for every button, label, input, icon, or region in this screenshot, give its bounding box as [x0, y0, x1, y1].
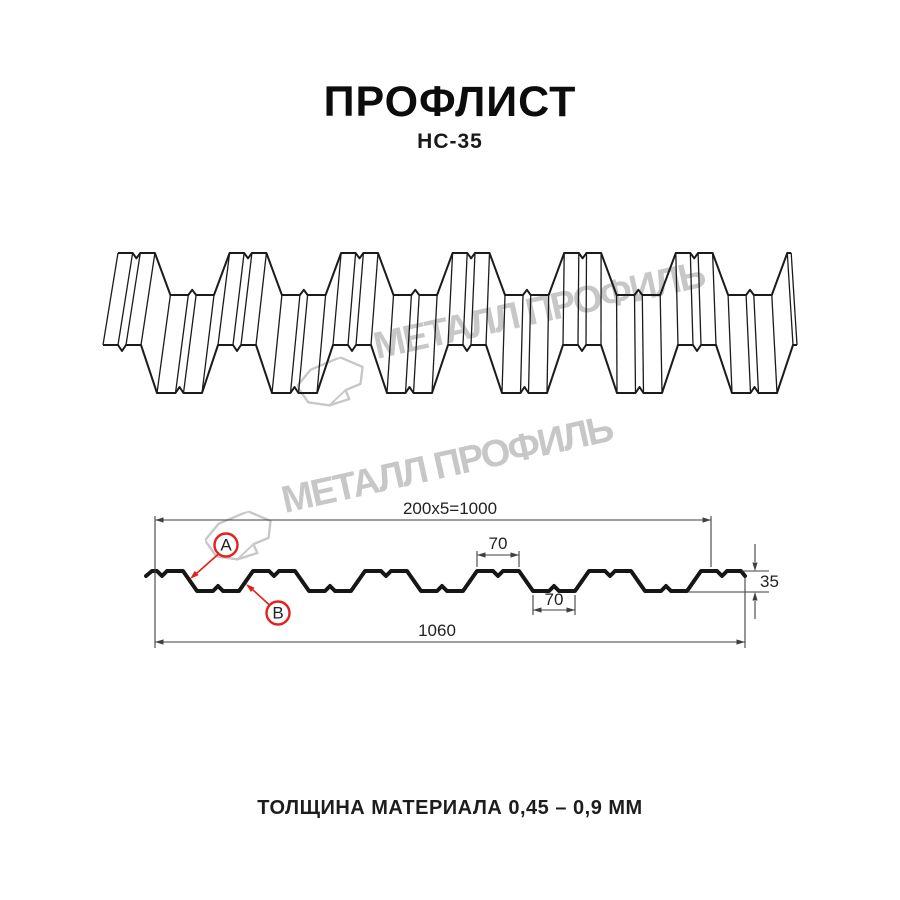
page-title: ПРОФЛИСТ	[323, 78, 577, 126]
profile-section-line	[144, 569, 747, 593]
dimension-label: 200x5=1000	[403, 499, 497, 518]
profile-model: НС-35	[417, 130, 483, 153]
dimension-label: 35	[760, 572, 779, 591]
surface-callouts: A B	[190, 532, 291, 626]
dimension-crest-width: 70	[477, 534, 519, 558]
dimension-label: 70	[545, 590, 564, 609]
callout-b-label: B	[272, 604, 283, 623]
dimension-valley-width: 70	[533, 590, 575, 613]
dimension-label: 1060	[418, 621, 456, 640]
extension-lines	[154, 516, 769, 648]
callout-a: A	[190, 532, 239, 579]
callout-a-label: A	[220, 536, 232, 555]
cross-section-view: 200x5=1000 70 70 35	[144, 499, 779, 648]
dimension-profile-height: 35	[752, 544, 779, 619]
dimension-total-width: 1060	[155, 621, 745, 645]
thickness-note: ТОЛЩИНА МАТЕРИАЛА 0,45 – 0,9 ММ	[257, 797, 643, 819]
callout-b: B	[246, 584, 291, 626]
profile-3d-view	[102, 252, 798, 394]
dimension-label: 70	[489, 534, 508, 553]
dimension-cover-width: 200x5=1000	[155, 499, 711, 523]
